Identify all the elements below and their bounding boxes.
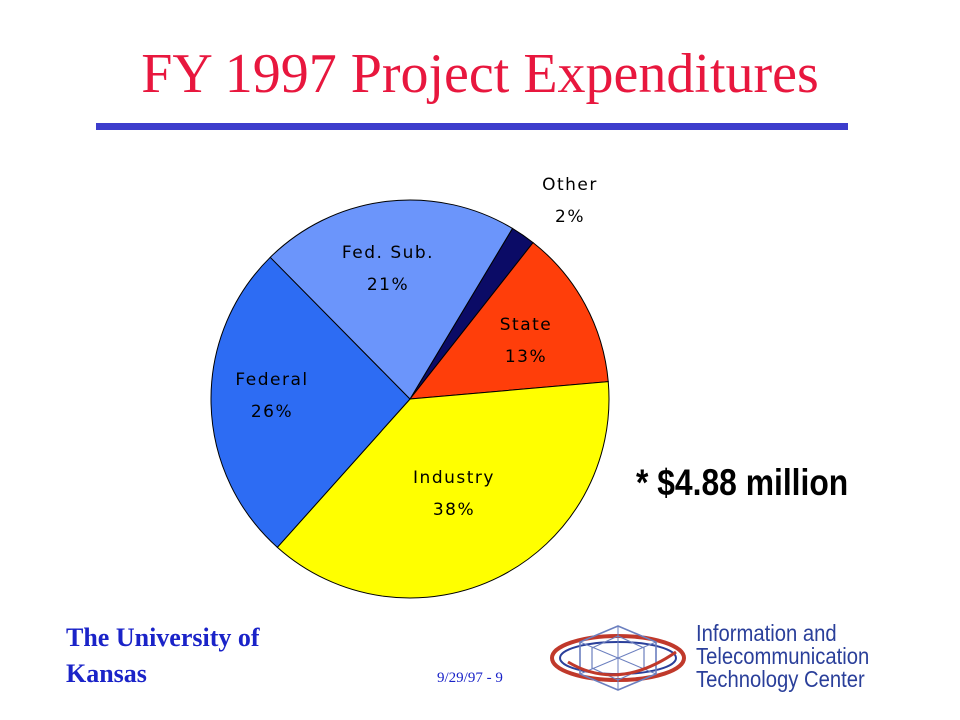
slice-label-state: State xyxy=(500,315,553,335)
pie-slice-fed-sub xyxy=(269,199,514,400)
organization-line-2: Kansas xyxy=(66,659,147,688)
organization-line-1: The University of xyxy=(66,623,260,652)
ittc-logo-icon xyxy=(550,625,686,691)
ittc-logo-text: Information and Telecommunication Techno… xyxy=(696,622,869,691)
logo-line-2: Telecommunication xyxy=(696,643,870,669)
pie-slice-federal xyxy=(210,256,411,549)
slice-percent-federal: 26% xyxy=(251,402,293,422)
slice-percent-state: 13% xyxy=(505,347,547,367)
organization-name: The University of Kansas xyxy=(66,620,260,692)
slice-label-other: Other xyxy=(542,175,598,195)
slide-number: 9/29/97 - 9 xyxy=(437,670,503,686)
pie-slice-state xyxy=(408,241,609,400)
title-underline xyxy=(96,123,848,130)
slice-label-industry: Industry xyxy=(413,468,495,488)
slice-percent-other: 2% xyxy=(555,207,585,227)
logo-line-1: Information and xyxy=(696,620,837,646)
slice-percent-fed-sub: 21% xyxy=(367,275,409,295)
slice-label-fed-sub: Fed. Sub. xyxy=(342,243,434,263)
slice-label-federal: Federal xyxy=(235,370,308,390)
logo-line-3: Technology Center xyxy=(696,666,865,692)
pie-slice-industry xyxy=(276,381,610,599)
page-title: FY 1997 Project Expenditures xyxy=(141,43,819,105)
slice-percent-industry: 38% xyxy=(433,500,475,520)
total-amount: * $4.88 million xyxy=(636,462,849,503)
